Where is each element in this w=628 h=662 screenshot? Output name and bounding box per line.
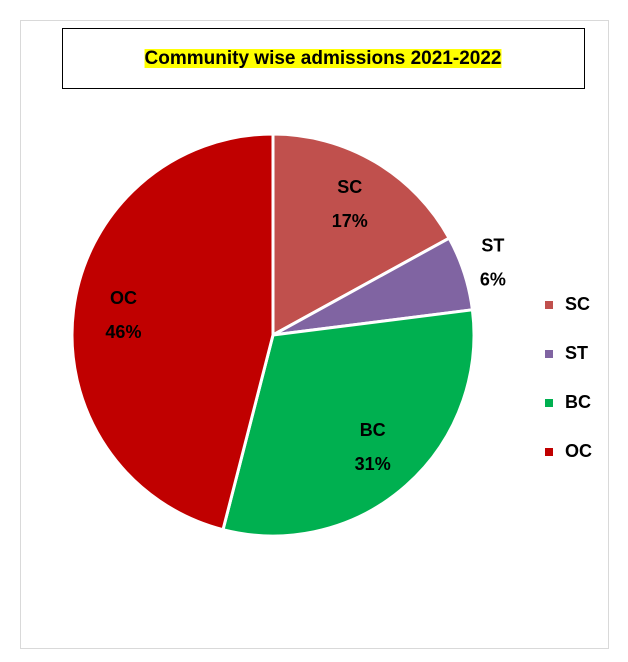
legend-swatch (545, 301, 553, 309)
title-highlight (144, 49, 502, 69)
legend-swatch (545, 350, 553, 358)
slice-category-label: BC (360, 420, 386, 440)
pie-slice (70, 132, 275, 532)
legend-swatch (545, 448, 553, 456)
slice-value-label: 6% (480, 269, 506, 289)
slice-category-label: SC (337, 177, 362, 197)
legend-label: ST (565, 343, 588, 363)
slice-value-label: 31% (355, 454, 391, 474)
pie-slice (271, 132, 452, 338)
slice-category-label: ST (481, 235, 504, 255)
slice-category-label: OC (110, 288, 137, 308)
legend-label: BC (565, 392, 591, 412)
slice-value-label: 46% (105, 322, 141, 342)
legend-label: SC (565, 294, 590, 314)
slice-value-label: 17% (332, 211, 368, 231)
legend-swatch (545, 399, 553, 407)
chart-title: Community wise admissions 2021-2022 (145, 48, 502, 69)
legend-label: OC (565, 441, 592, 461)
pie (70, 132, 476, 538)
pie-slice (221, 308, 476, 538)
